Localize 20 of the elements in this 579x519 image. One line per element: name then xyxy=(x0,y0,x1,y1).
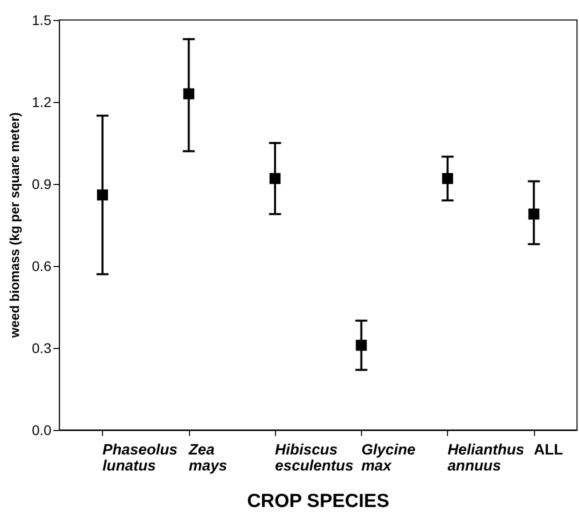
y-tick-label: 0.9 xyxy=(32,176,52,192)
x-tick-label: Glycine max xyxy=(361,442,416,474)
y-tick-label: 0.3 xyxy=(32,340,52,356)
x-axis-title: CROP SPECIES xyxy=(247,491,390,512)
y-tick-label: 0.6 xyxy=(32,258,52,274)
x-tick-label: ALL xyxy=(534,442,564,458)
y-axis-title: weed biomass (kg per square meter) xyxy=(7,112,22,339)
x-tick-label: Zea mays xyxy=(188,442,228,474)
point xyxy=(97,189,108,200)
point xyxy=(442,173,454,184)
y-tick-label: 1.5 xyxy=(32,12,52,28)
point xyxy=(183,88,194,100)
y-tick-label: 1.2 xyxy=(32,94,52,110)
point xyxy=(270,173,281,184)
point xyxy=(528,208,540,220)
x-tick-label: Hibiscus esculentus xyxy=(275,442,354,474)
point xyxy=(356,340,367,351)
x-tick-label: Helianthus annuus xyxy=(448,442,524,474)
x-tick-label: Phaseolus lunatus xyxy=(102,442,178,474)
y-tick-label: 0.0 xyxy=(32,422,52,438)
